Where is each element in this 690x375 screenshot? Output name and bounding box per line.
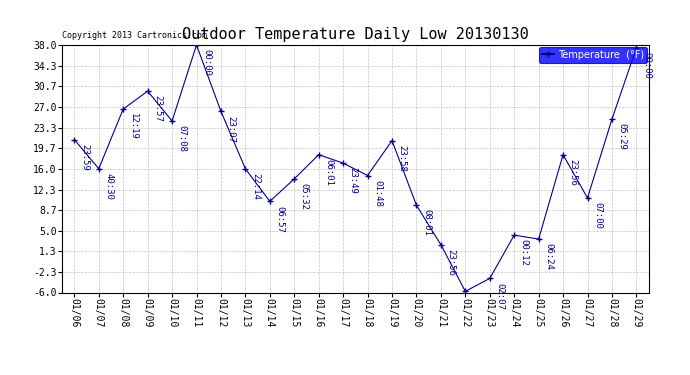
Text: 06:01: 06:01 [324,159,333,186]
Text: 23:57: 23:57 [153,95,162,122]
Text: 23:49: 23:49 [348,167,357,194]
Text: 23:56: 23:56 [446,249,455,276]
Text: 05:29: 05:29 [618,123,627,150]
Text: 08:01: 08:01 [422,210,431,236]
Text: 12:19: 12:19 [129,113,138,140]
Text: 00:00: 00:00 [202,49,211,76]
Text: 23:07: 23:07 [226,116,235,142]
Text: 22:14: 22:14 [251,173,260,200]
Text: 02:07: 02:07 [495,283,504,309]
Text: 00:00: 00:00 [642,52,651,79]
Text: 23:59: 23:59 [80,144,89,171]
Text: 05:32: 05:32 [300,183,309,210]
Text: 06:57: 06:57 [275,206,284,232]
Text: 40:30: 40:30 [104,173,113,200]
Text: 00:12: 00:12 [520,239,529,266]
Legend: Temperature  (°F): Temperature (°F) [539,47,647,63]
Text: 06:24: 06:24 [544,243,553,270]
Text: 07:00: 07:00 [593,202,602,229]
Text: Copyright 2013 Cartronics.com: Copyright 2013 Cartronics.com [62,31,207,40]
Text: 23:58: 23:58 [397,145,406,172]
Text: 07:08: 07:08 [177,125,186,152]
Text: 23:56: 23:56 [569,159,578,186]
Text: 01:48: 01:48 [373,180,382,207]
Title: Outdoor Temperature Daily Low 20130130: Outdoor Temperature Daily Low 20130130 [182,27,529,42]
